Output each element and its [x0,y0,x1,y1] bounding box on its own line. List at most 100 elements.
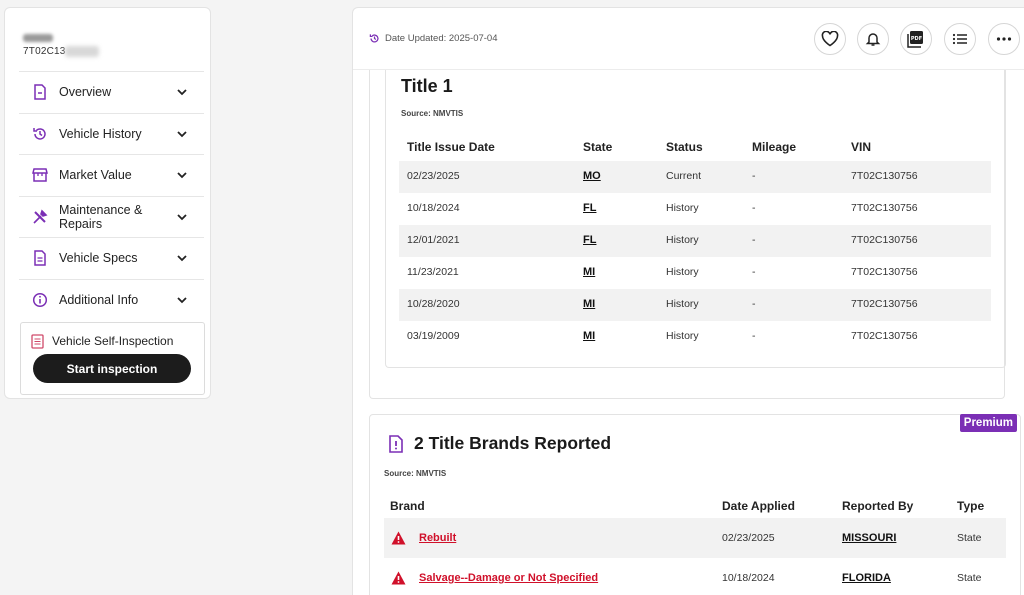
state-link[interactable]: FL [583,202,597,214]
vin-label: 7T02C13 [23,46,66,57]
chevron-down-icon [177,214,187,221]
col-vin: VIN [851,140,872,154]
warning-icon [391,531,406,545]
source-label: Source: NMVTIS [401,109,464,118]
table-row: 10/28/2020 MI History - 7T02C130756 [399,289,991,321]
table-row: 12/01/2021 FL History - 7T02C130756 [399,225,991,257]
chevron-down-icon [177,89,187,96]
history-icon [31,125,49,143]
report-toolbar: Date Updated: 2025-07-04 PDF [353,8,1024,70]
brand-link[interactable]: Rebuilt [419,532,457,544]
title-record: Title 1 Source: NMVTIS Title Issue Date … [385,70,1006,368]
brand-link[interactable]: Salvage--Damage or Not Specified [419,572,599,584]
col-date-applied: Date Applied [722,499,795,513]
vin: 7T02C130756 [851,234,918,246]
sidebar-item-label: Additional Info [59,292,139,307]
list-icon [952,33,967,45]
redacted-vin [65,46,99,57]
vin: 7T02C130756 [851,202,918,214]
sidebar-item-label: Vehicle Specs [59,251,138,266]
issue-date: 03/19/2009 [407,330,460,342]
chevron-down-icon [177,255,187,262]
status: History [666,266,699,278]
mileage: - [752,202,756,214]
bell-icon [865,33,881,46]
self-inspection-card: Vehicle Self-Inspection Start inspection [20,322,205,395]
mileage: - [752,330,756,342]
title-brands-heading: 2 Title Brands Reported [414,433,612,453]
col-status: Status [666,140,703,154]
pdf-icon: PDF [907,31,923,48]
col-brand: Brand [390,499,425,513]
chevron-down-icon [177,131,187,138]
mileage: - [752,170,756,182]
col-mileage: Mileage [752,140,797,154]
status: History [666,298,699,310]
vin: 7T02C130756 [851,266,918,278]
sidebar-nav: Overview Vehicle History Market Value Ma… [19,71,204,320]
more-icon [996,37,1012,41]
history-icon [369,33,380,44]
self-inspection-title: Vehicle Self-Inspection [31,333,173,349]
vin: 7T02C130756 [851,170,918,182]
alert-document-icon [389,435,403,453]
col-type: Type [957,499,985,513]
table-row: 03/19/2009 MI History - 7T02C130756 [399,321,991,353]
sidebar-item-vehicle-specs[interactable]: Vehicle Specs [19,237,204,279]
vin: 7T02C130756 [851,298,918,310]
title-history-card: Title 1 Source: NMVTIS Title Issue Date … [369,70,1006,399]
reported-by-link[interactable]: FLORIDA [842,572,891,584]
issue-date: 10/28/2020 [407,298,460,310]
chevron-down-icon [177,172,187,179]
col-state: State [583,140,613,154]
brand-type: State [957,532,982,544]
sidebar-item-label: Maintenance & Repairs [59,202,143,231]
title-brands-card: Premium 2 Title Brands Reported Source: … [369,414,1021,595]
start-inspection-button[interactable]: Start inspection [33,354,191,383]
wrench-icon [31,208,49,226]
heart-icon [821,31,839,47]
table-row: 10/18/2024 FL History - 7T02C130756 [399,193,991,225]
table-row: 11/23/2021 MI History - 7T02C130756 [399,257,991,289]
info-icon [31,291,49,309]
date-updated: Date Updated: 2025-07-04 [369,33,498,44]
redacted-label [23,34,53,42]
state-link[interactable]: MO [583,170,601,182]
warning-icon [391,571,406,585]
clipboard-icon [31,333,45,349]
state-link[interactable]: FL [583,234,597,246]
status: History [666,202,699,214]
table-row: 02/23/2025 MO Current - 7T02C130756 [399,161,991,193]
status: History [666,234,699,246]
mileage: - [752,298,756,310]
brand-type: State [957,572,982,584]
sidebar-item-label: Overview [59,85,112,100]
download-pdf-button[interactable]: PDF [900,23,932,55]
sidebar-item-label: Market Value [59,168,132,183]
state-link[interactable]: MI [583,330,596,342]
alerts-button[interactable] [857,23,889,55]
issue-date: 02/23/2025 [407,170,460,182]
favorite-button[interactable] [814,23,846,55]
table-row: Salvage--Damage or Not Specified 10/18/2… [384,558,1006,595]
store-icon [31,166,49,184]
state-link[interactable]: MI [583,266,596,278]
sidebar-item-vehicle-history[interactable]: Vehicle History [19,112,204,155]
svg-text:PDF: PDF [911,36,922,42]
sidebar-item-market-value[interactable]: Market Value [19,154,204,196]
issue-date: 10/18/2024 [407,202,460,214]
chevron-down-icon [177,297,187,304]
mileage: - [752,234,756,246]
status: Current [666,170,702,182]
sidebar-item-maintenance-repairs[interactable]: Maintenance & Repairs [19,195,204,238]
reported-by-link[interactable]: MISSOURI [842,532,897,544]
more-options-button[interactable] [988,23,1020,55]
state-link[interactable]: MI [583,298,596,310]
table-of-contents-button[interactable] [944,23,976,55]
vin: 7T02C130756 [851,330,918,342]
sidebar-item-overview[interactable]: Overview [19,71,204,113]
report-main: Date Updated: 2025-07-04 PDF Title 1 Sou… [352,7,1024,595]
sidebar-item-additional-info[interactable]: Additional Info [19,278,204,321]
status: History [666,330,699,342]
mileage: - [752,266,756,278]
